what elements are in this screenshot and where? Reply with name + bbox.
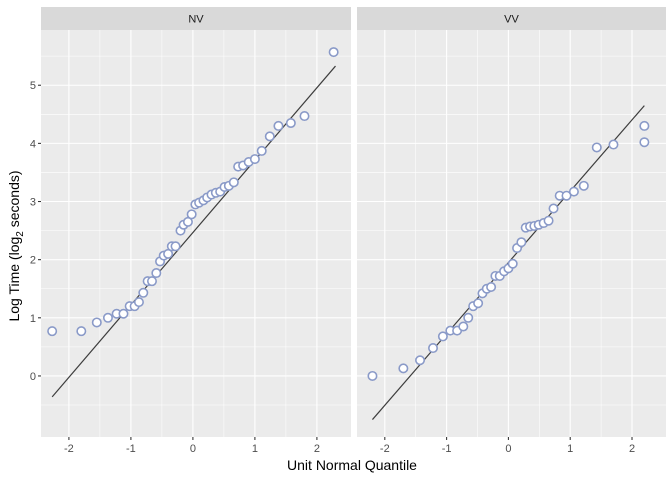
data-point [591, 142, 602, 153]
data-point [264, 131, 275, 142]
x-tick-label: -1 [126, 443, 136, 455]
data-point [299, 111, 310, 122]
x-tick-label: 1 [252, 443, 258, 455]
y-tick-label: 1 [30, 313, 36, 325]
data-point [639, 137, 650, 148]
data-point [47, 326, 58, 337]
x-tick-label: 2 [314, 443, 320, 455]
data-point [516, 237, 527, 248]
data-point [543, 215, 554, 226]
y-axis-title-subscript: 2 [15, 231, 26, 237]
data-point [133, 297, 144, 308]
data-point [428, 343, 439, 354]
data-point [568, 186, 579, 197]
y-tick-label: 4 [30, 138, 36, 150]
facet-strip-label-vv: VV [504, 14, 519, 26]
x-tick-label: 0 [505, 443, 511, 455]
data-point [256, 145, 267, 156]
data-point [249, 154, 260, 165]
data-point [163, 248, 174, 259]
y-tick-label: 5 [30, 80, 36, 92]
data-point [367, 370, 378, 381]
data-point [118, 308, 129, 319]
x-tick-label: 2 [629, 443, 635, 455]
data-point [437, 331, 448, 342]
y-tick-label: 3 [30, 197, 36, 209]
x-tick-label: -2 [64, 443, 74, 455]
data-point [548, 203, 559, 214]
data-point [486, 281, 497, 292]
data-point [138, 287, 149, 298]
data-point [507, 258, 518, 269]
data-point [151, 268, 162, 279]
facet-panels: NV -2 -1 0 1 2 0 1 2 3 4 5 VV -2 -1 0 1 2 [30, 7, 666, 455]
panel-nv: NV -2 -1 0 1 2 0 1 2 3 4 5 [30, 7, 351, 455]
data-point [398, 363, 409, 374]
data-point [146, 276, 157, 287]
data-point [228, 177, 239, 188]
data-point [91, 317, 102, 328]
x-tick-label: 1 [567, 443, 573, 455]
data-point [415, 355, 426, 366]
panel-background-nv [41, 30, 351, 437]
panel-vv: VV -2 -1 0 1 2 [357, 7, 666, 455]
x-tick-label: -1 [442, 443, 452, 455]
y-axis-title: Log Time (log2 seconds) [6, 170, 26, 321]
data-point [608, 139, 619, 150]
data-point [578, 180, 589, 191]
data-point [458, 321, 469, 332]
y-tick-label: 2 [30, 255, 36, 267]
y-tick-label: 0 [30, 371, 36, 383]
x-tick-label: 0 [190, 443, 196, 455]
y-axis-title-main: Log Time (log [6, 237, 22, 322]
facet-strip-vv [357, 7, 666, 30]
data-point [285, 118, 296, 129]
data-point [639, 120, 650, 131]
data-point [186, 209, 197, 220]
facet-strip-label-nv: NV [188, 14, 204, 26]
y-axis-title-tail: seconds) [6, 170, 22, 231]
x-tick-label: -2 [380, 443, 390, 455]
data-point [473, 298, 484, 309]
data-point [561, 190, 572, 201]
facet-strip-nv [41, 7, 351, 30]
data-point [170, 241, 181, 252]
panel-background-vv [357, 30, 666, 437]
data-point [463, 312, 474, 323]
data-point [76, 326, 87, 337]
data-point [182, 216, 193, 227]
data-point [102, 312, 113, 323]
data-point [273, 120, 284, 131]
x-axis-title: Unit Normal Quantile [287, 457, 417, 473]
data-point [328, 47, 339, 58]
